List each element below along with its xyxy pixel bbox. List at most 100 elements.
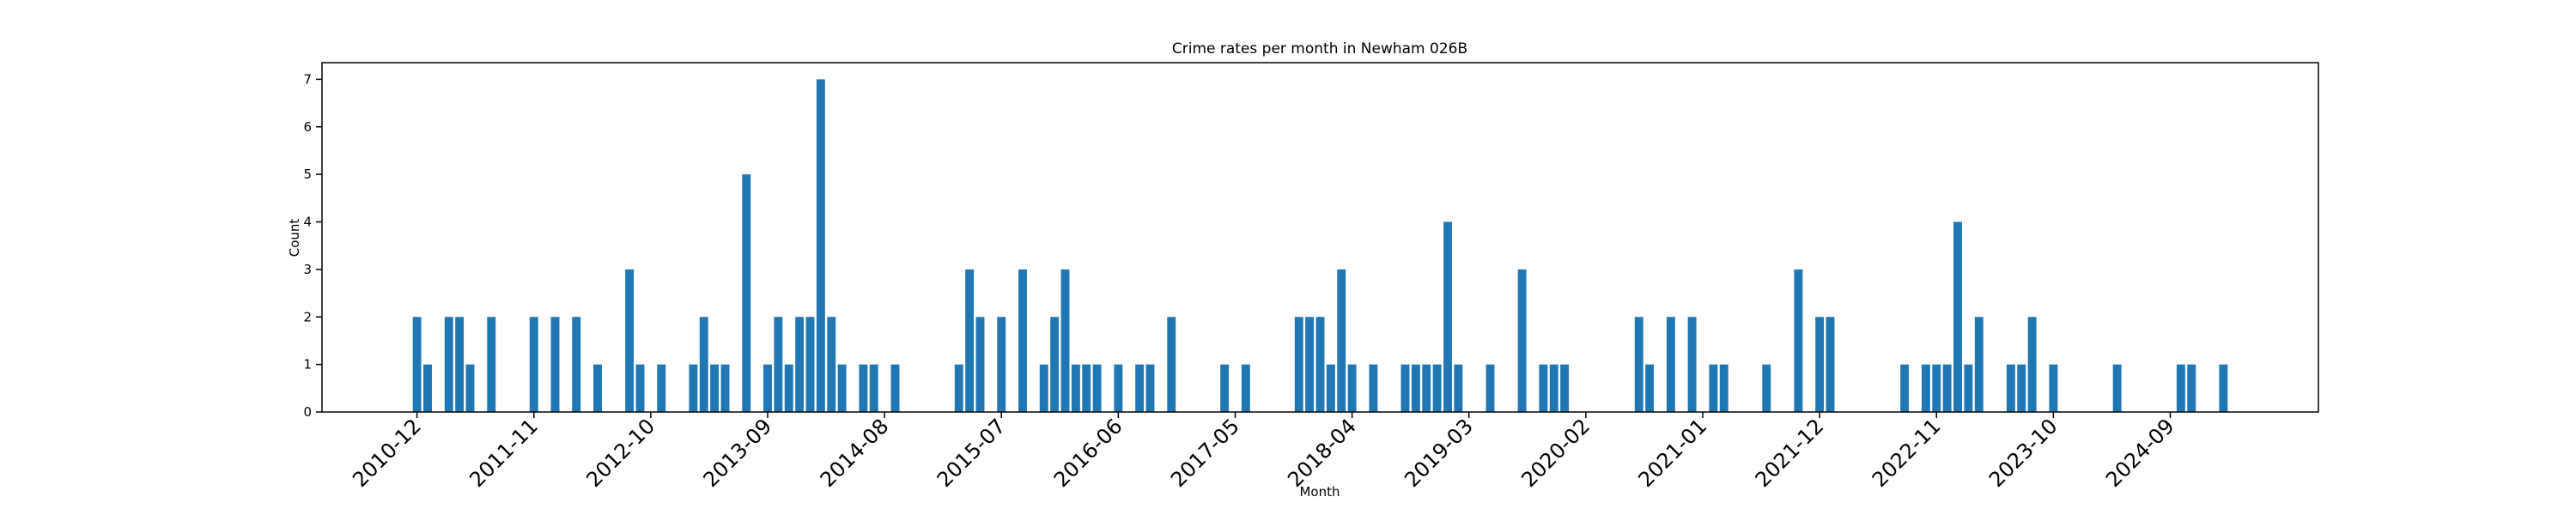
bar (1135, 364, 1145, 412)
bar (1114, 364, 1123, 412)
bar (710, 364, 720, 412)
x-tick-label: 2021-12 (1751, 414, 1829, 492)
bar (869, 364, 878, 412)
bar (593, 364, 602, 412)
bar (997, 317, 1006, 412)
y-tick-label: 7 (303, 71, 312, 87)
bar (444, 317, 453, 412)
x-tick-label: 2017-05 (1166, 414, 1244, 492)
bar (1826, 317, 1835, 412)
bar (1549, 364, 1558, 412)
x-tick-label: 2016-06 (1049, 414, 1127, 492)
bar (1709, 364, 1718, 412)
bar (720, 364, 730, 412)
x-tick-label: 2019-03 (1400, 414, 1478, 492)
bar (1634, 317, 1643, 412)
bar (455, 317, 465, 412)
x-axis-label: Month (1299, 484, 1340, 500)
bar (742, 174, 751, 412)
bar (1560, 364, 1570, 412)
bar (1050, 317, 1060, 412)
x-tick-label: 2020-02 (1516, 414, 1595, 492)
x-tick-label: 2023-10 (1984, 414, 2063, 492)
bar (699, 317, 708, 412)
bar (1762, 364, 1771, 412)
bar (2219, 364, 2228, 412)
bar (965, 269, 975, 412)
bar (1432, 364, 1442, 412)
bar (784, 364, 793, 412)
x-tick-label: 2015-07 (933, 414, 1011, 492)
chart-title: Crime rates per month in Newham 026B (1172, 40, 1467, 58)
bar (572, 317, 581, 412)
bar (1485, 364, 1495, 412)
bar (1220, 364, 1230, 412)
bar (859, 364, 868, 412)
bar (805, 317, 815, 412)
bar (1443, 221, 1452, 412)
bar (763, 364, 772, 412)
bar (689, 364, 698, 412)
x-tick-label: 2011-11 (465, 414, 543, 492)
bar (1900, 364, 1910, 412)
bar (1060, 269, 1070, 412)
bar (2049, 364, 2058, 412)
bar (1241, 364, 1250, 412)
y-axis-label: Count (287, 219, 302, 258)
bar (1294, 317, 1303, 412)
bar (2027, 317, 2037, 412)
bar (1145, 364, 1155, 412)
bar (2006, 364, 2015, 412)
bar (1517, 269, 1527, 412)
plot-frame (321, 62, 2319, 413)
bar (1794, 269, 1803, 412)
bar (412, 317, 422, 412)
x-tick-label: 2012-10 (581, 414, 659, 492)
bar (487, 317, 496, 412)
bar (465, 364, 475, 412)
x-tick-label: 2018-04 (1283, 414, 1361, 492)
bar (1071, 364, 1080, 412)
bar (1315, 317, 1325, 412)
x-tick-label: 2024-09 (2101, 414, 2179, 492)
y-tick-label: 2 (303, 309, 312, 324)
bar (529, 317, 538, 412)
bar (1347, 364, 1357, 412)
bar (2112, 364, 2122, 412)
bar (954, 364, 963, 412)
bar (1167, 317, 1176, 412)
bar (1964, 364, 1973, 412)
y-tick-label: 6 (303, 119, 312, 135)
bar (1326, 364, 1335, 412)
bar (827, 317, 836, 412)
bar (550, 317, 560, 412)
y-tick-label: 1 (303, 357, 312, 373)
bar (816, 79, 825, 412)
y-tick-label: 5 (303, 167, 312, 182)
bar (423, 364, 432, 412)
bar (975, 317, 985, 412)
bar (2176, 364, 2185, 412)
bar (1815, 317, 1825, 412)
bar (625, 269, 635, 412)
x-tick-label: 2022-11 (1868, 414, 1946, 492)
x-tick-label: 2014-08 (816, 414, 894, 492)
y-tick-label: 3 (303, 262, 312, 277)
bar (1411, 364, 1420, 412)
bar (1942, 364, 1952, 412)
bar (1666, 317, 1675, 412)
bar (1082, 364, 1091, 412)
bar (1092, 364, 1102, 412)
bar (635, 364, 645, 412)
bar (1039, 364, 1048, 412)
x-tick-label: 2013-09 (699, 414, 777, 492)
bar (1369, 364, 1378, 412)
bar (1454, 364, 1463, 412)
x-tick-label: 2021-01 (1634, 414, 1712, 492)
x-tick-label: 2010-12 (348, 414, 426, 492)
bar (2187, 364, 2196, 412)
bar (1539, 364, 1548, 412)
y-tick-label: 0 (303, 404, 312, 420)
bar (890, 364, 900, 412)
